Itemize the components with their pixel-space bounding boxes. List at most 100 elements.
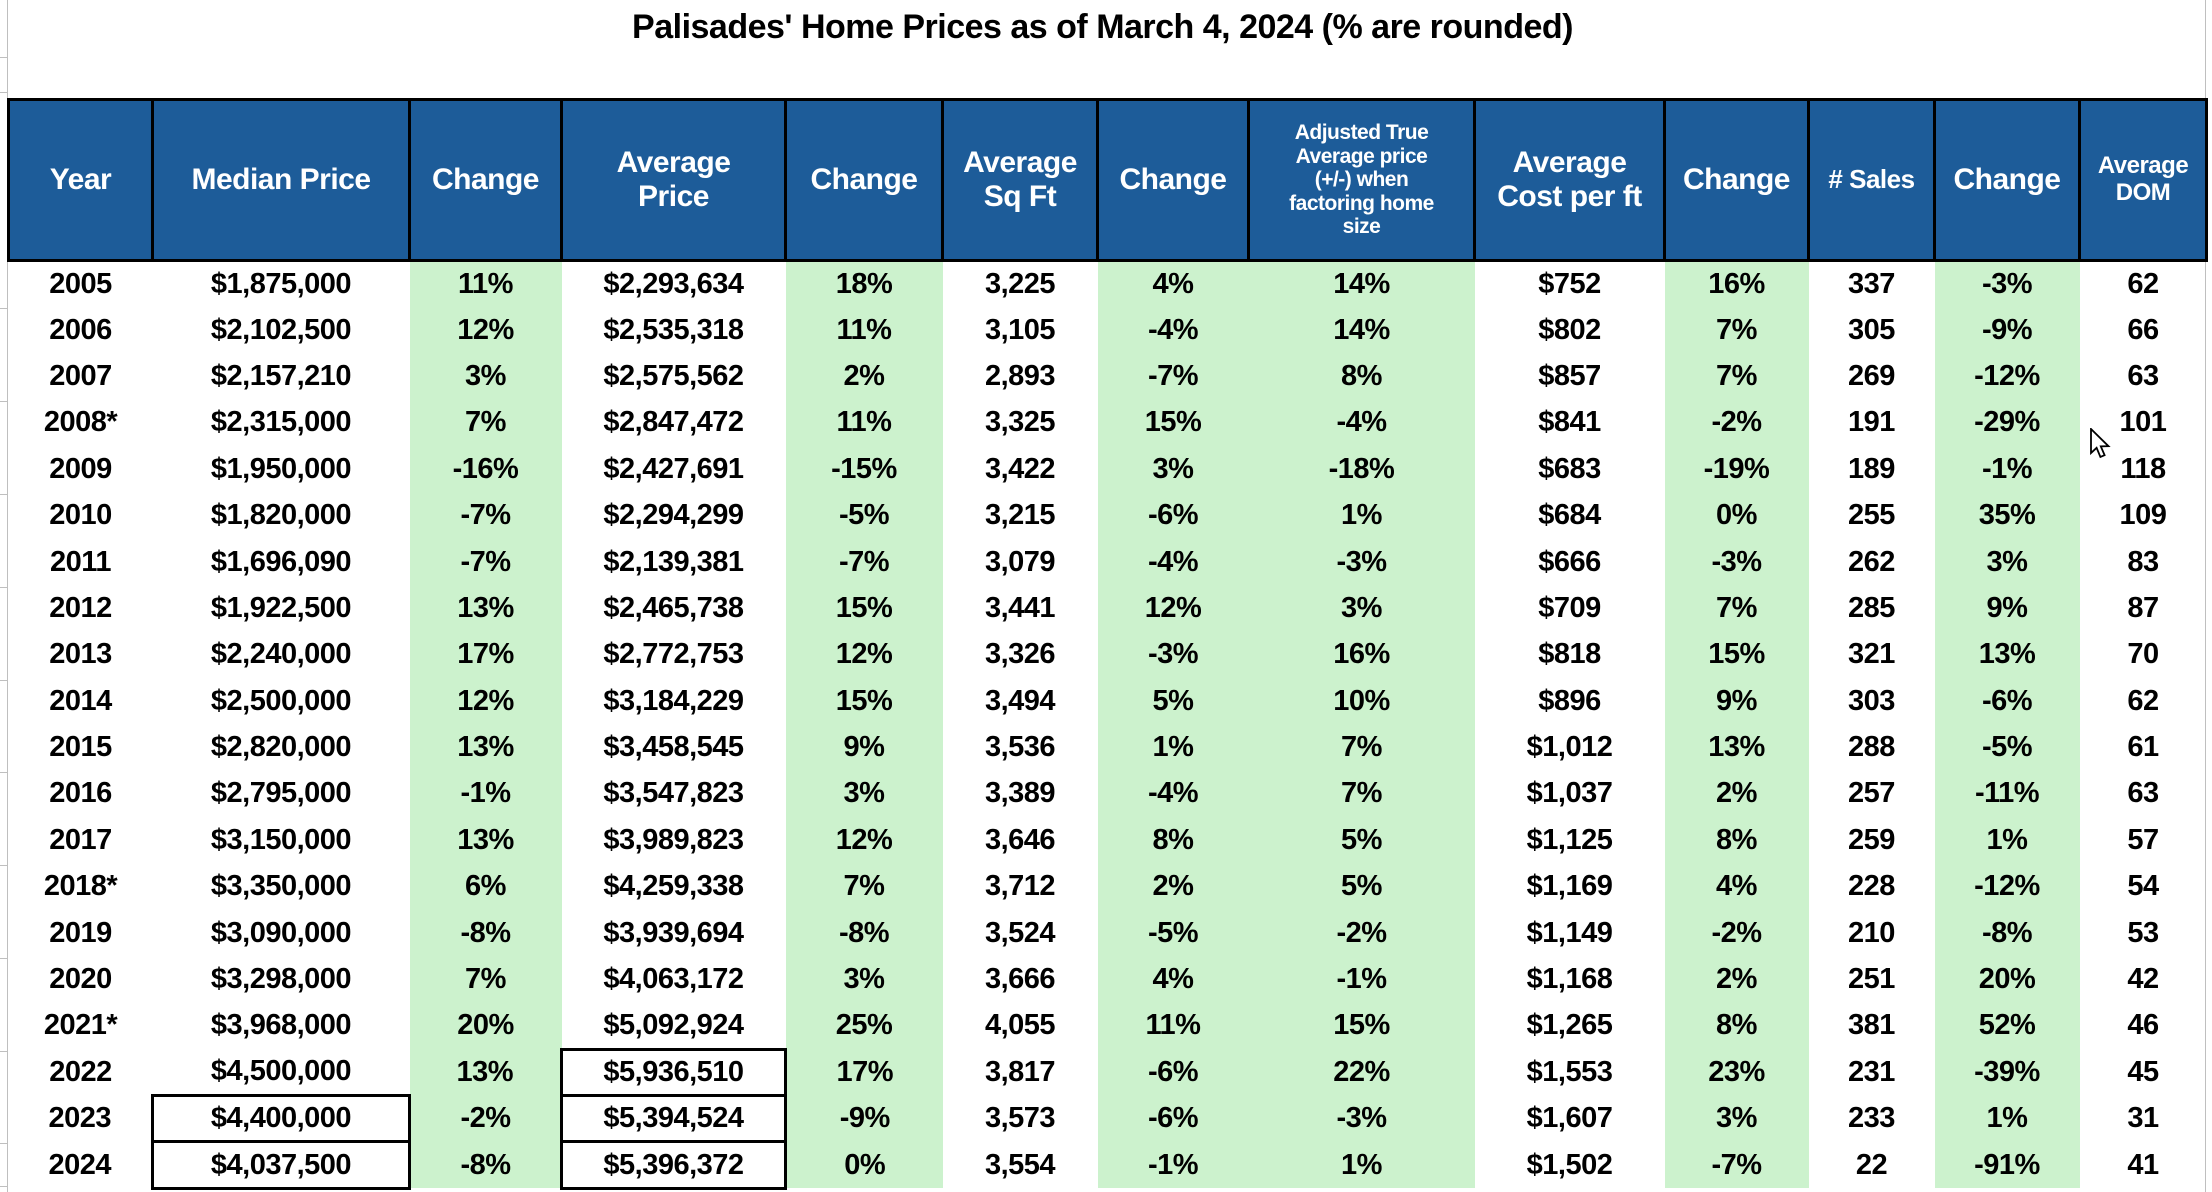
value-cell[interactable]: -7% [1097, 353, 1249, 400]
value-cell[interactable]: 7% [1664, 353, 1809, 400]
value-cell[interactable]: 61 [2127, 731, 2159, 764]
value-cell[interactable]: $1,696,090 [210, 545, 352, 578]
value-cell[interactable]: 3,105 [984, 313, 1056, 346]
value-cell[interactable]: 7% [1664, 585, 1809, 632]
value-cell[interactable]: 4% [1097, 260, 1249, 307]
value-cell[interactable]: 8% [1664, 1002, 1809, 1050]
value-cell[interactable]: 1% [1248, 1141, 1475, 1189]
value-cell[interactable]: 45 [2127, 1055, 2159, 1088]
value-cell[interactable]: 9% [785, 724, 943, 771]
value-cell[interactable]: $2,772,753 [603, 638, 744, 671]
column-header-3[interactable]: Average Price [560, 98, 787, 262]
value-cell[interactable]: -6% [1097, 492, 1249, 539]
value-cell[interactable]: $1,820,000 [210, 499, 352, 532]
value-cell[interactable]: 101 [2119, 406, 2167, 439]
value-cell[interactable]: -4% [1097, 538, 1249, 586]
value-cell[interactable]: 3,646 [984, 823, 1056, 856]
value-cell[interactable]: 83 [2127, 545, 2159, 578]
value-cell[interactable]: 7% [1664, 306, 1809, 354]
value-cell[interactable]: 3,536 [984, 731, 1056, 764]
value-cell[interactable]: 11% [785, 399, 943, 447]
value-cell[interactable]: 57 [2127, 823, 2159, 856]
value-cell[interactable]: 3,524 [984, 916, 1056, 949]
value-cell[interactable]: 7% [409, 956, 562, 1003]
value-cell[interactable]: 11% [1097, 1002, 1249, 1050]
year-cell[interactable]: 2021* [43, 1009, 118, 1042]
value-cell[interactable]: 7% [785, 863, 943, 910]
value-cell[interactable]: 62 [2127, 684, 2159, 717]
value-cell[interactable]: 109 [2119, 499, 2167, 532]
value-cell[interactable]: -9% [1934, 306, 2080, 354]
value-cell[interactable]: 62 [2127, 267, 2159, 300]
value-cell[interactable]: $2,795,000 [210, 777, 352, 810]
value-cell[interactable]: 2,893 [984, 359, 1056, 392]
value-cell[interactable]: 11% [409, 260, 562, 307]
value-cell[interactable]: 305 [1848, 313, 1895, 346]
value-cell[interactable]: 3,666 [984, 963, 1056, 996]
value-cell[interactable]: $3,298,000 [210, 963, 352, 996]
year-cell[interactable]: 2016 [49, 777, 112, 810]
value-cell[interactable]: 63 [2127, 777, 2159, 810]
value-cell[interactable]: 3% [1934, 538, 2080, 586]
value-cell[interactable]: 16% [1664, 260, 1809, 307]
column-header-7[interactable]: Adjusted True Average price (+/-) when f… [1247, 98, 1476, 262]
value-cell[interactable]: 12% [785, 631, 943, 679]
value-cell[interactable]: -8% [1934, 909, 2080, 957]
value-cell[interactable]: $3,184,229 [603, 684, 744, 717]
value-cell[interactable]: 14% [1248, 306, 1475, 354]
year-cell[interactable]: 2022 [49, 1055, 112, 1088]
value-cell[interactable]: 12% [409, 306, 562, 354]
year-cell[interactable]: 2019 [49, 916, 112, 949]
value-cell[interactable]: 9% [1664, 678, 1809, 725]
value-cell[interactable]: 23% [1664, 1049, 1809, 1096]
value-cell[interactable]: $4,400,000 [151, 1094, 411, 1144]
value-cell[interactable]: 18% [785, 260, 943, 307]
value-cell[interactable]: 17% [785, 1049, 943, 1096]
value-cell[interactable]: -16% [409, 446, 562, 493]
column-header-0[interactable]: Year [7, 98, 154, 262]
value-cell[interactable]: 3,554 [984, 1148, 1056, 1181]
value-cell[interactable]: 0% [1664, 492, 1809, 539]
value-cell[interactable]: 4% [1097, 956, 1249, 1003]
value-cell[interactable]: 285 [1848, 591, 1895, 624]
value-cell[interactable]: 13% [1934, 631, 2080, 679]
value-cell[interactable]: 257 [1848, 777, 1895, 810]
value-cell[interactable]: 15% [785, 678, 943, 725]
value-cell[interactable]: 3,389 [984, 777, 1056, 810]
value-cell[interactable]: 87 [2127, 591, 2159, 624]
value-cell[interactable]: 5% [1248, 863, 1475, 910]
value-cell[interactable]: 3,215 [984, 499, 1056, 532]
year-cell[interactable]: 2008* [43, 406, 118, 439]
value-cell[interactable]: -6% [1097, 1049, 1249, 1096]
value-cell[interactable]: -7% [785, 538, 943, 586]
value-cell[interactable]: 2% [1097, 863, 1249, 910]
value-cell[interactable]: 3% [1248, 585, 1475, 632]
value-cell[interactable]: 1% [1934, 817, 2080, 864]
value-cell[interactable]: -3% [1664, 538, 1809, 586]
value-cell[interactable]: -4% [1097, 306, 1249, 354]
year-cell[interactable]: 2014 [49, 684, 112, 717]
value-cell[interactable]: 15% [1248, 1002, 1475, 1050]
value-cell[interactable]: 15% [1097, 399, 1249, 447]
value-cell[interactable]: -1% [1097, 1141, 1249, 1189]
value-cell[interactable]: $857 [1538, 359, 1601, 392]
value-cell[interactable]: $3,150,000 [210, 823, 352, 856]
value-cell[interactable]: 3,325 [984, 406, 1056, 439]
value-cell[interactable]: $3,989,823 [603, 823, 744, 856]
value-cell[interactable]: -5% [1097, 909, 1249, 957]
value-cell[interactable]: $684 [1538, 499, 1601, 532]
value-cell[interactable]: -7% [1664, 1141, 1809, 1189]
value-cell[interactable]: $4,063,172 [603, 963, 744, 996]
value-cell[interactable]: 3% [785, 770, 943, 818]
value-cell[interactable]: 321 [1848, 638, 1895, 671]
value-cell[interactable]: 5% [1248, 817, 1475, 864]
value-cell[interactable]: 11% [785, 306, 943, 354]
value-cell[interactable]: 231 [1848, 1055, 1895, 1088]
value-cell[interactable]: $2,847,472 [603, 406, 744, 439]
value-cell[interactable]: 31 [2127, 1102, 2159, 1135]
value-cell[interactable]: $2,293,634 [603, 267, 744, 300]
value-cell[interactable]: $896 [1538, 684, 1601, 717]
column-header-5[interactable]: Average Sq Ft [941, 98, 1099, 262]
year-cell[interactable]: 2010 [49, 499, 112, 532]
value-cell[interactable]: -19% [1664, 446, 1809, 493]
